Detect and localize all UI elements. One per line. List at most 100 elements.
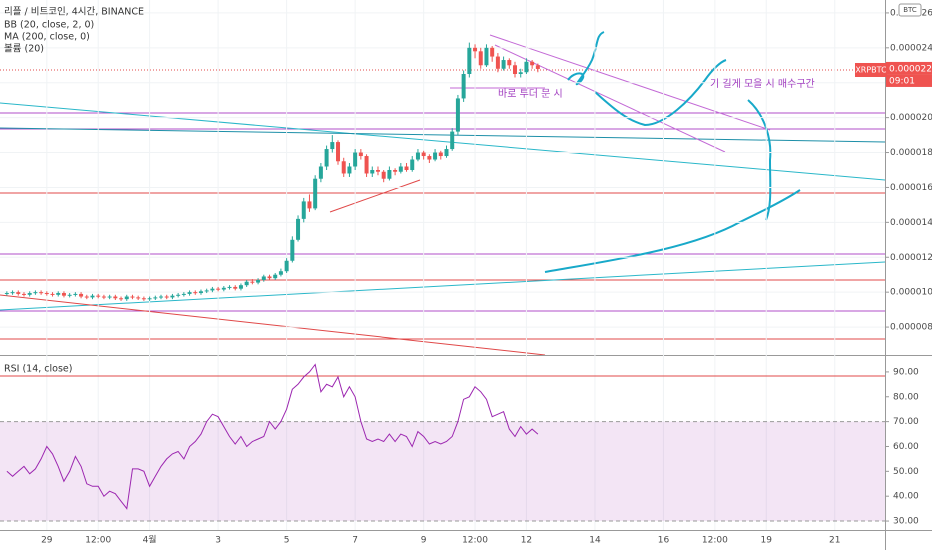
y-tick-label: 0.00001200 <box>890 253 932 263</box>
candle-body <box>313 178 318 209</box>
candle-body <box>433 152 438 160</box>
candle-body <box>501 60 506 69</box>
candle-body <box>336 142 341 162</box>
drawings <box>0 31 886 356</box>
candle-body <box>170 295 175 298</box>
candle-body <box>44 293 49 295</box>
candle-body <box>50 293 55 295</box>
candle-body <box>421 152 426 157</box>
last-price-label: 0.00002279 <box>889 64 932 74</box>
candle-body <box>301 201 306 219</box>
x-tick-label: 4월 <box>143 534 157 546</box>
candle-body <box>324 149 329 167</box>
symbol-badge <box>855 63 887 77</box>
indicator-label: MA (200, close, 0) <box>4 32 90 43</box>
y-tick-label: 70.00 <box>893 417 919 427</box>
candle-body <box>21 293 26 295</box>
freehand <box>544 189 801 273</box>
candle-body <box>438 152 443 157</box>
candle-body <box>398 166 403 172</box>
candle-body <box>90 295 95 298</box>
x-tick-label: 12:00 <box>462 536 488 546</box>
freehand <box>567 31 605 86</box>
candle-body <box>261 276 266 280</box>
candle-body <box>484 47 489 66</box>
candle-body <box>124 296 129 300</box>
freehand <box>594 59 727 127</box>
x-tick-label: 3 <box>215 536 221 546</box>
candle-body <box>387 169 392 179</box>
trend-line <box>329 179 421 213</box>
x-tick-label: 12 <box>521 536 532 546</box>
candle-body <box>16 292 21 294</box>
y-tick-label: 60.00 <box>893 442 919 452</box>
last-price-badge <box>886 61 932 75</box>
candle-body <box>478 51 483 66</box>
candle-body <box>393 169 398 172</box>
x-tick-label: 14 <box>589 536 601 546</box>
x-tick-label: 9 <box>421 536 427 546</box>
candle-body <box>381 171 386 179</box>
y-tick-label: 0.00002400 <box>890 43 932 53</box>
candle-body <box>370 169 375 174</box>
y-tick-label: 50.00 <box>893 467 919 477</box>
countdown-badge <box>886 74 932 87</box>
trend-line <box>0 127 886 143</box>
candle-body <box>375 169 380 172</box>
candle-body <box>524 61 529 73</box>
y-tick-label: 90.00 <box>893 367 919 377</box>
candle-body <box>404 166 409 170</box>
candle-body <box>238 285 243 289</box>
candle-body <box>461 74 466 99</box>
countdown-label: 09:01 <box>889 76 915 86</box>
rsi-line <box>6 363 539 510</box>
candle-body <box>39 292 44 294</box>
candle-body <box>364 156 369 174</box>
rsi-band <box>0 421 885 522</box>
candle-body <box>507 60 512 66</box>
candle-body <box>130 296 135 298</box>
candle-body <box>67 294 72 296</box>
x-tick-label: 12:00 <box>702 536 728 546</box>
candle-body <box>307 201 312 209</box>
candle-body <box>33 292 38 294</box>
candle-body <box>267 276 272 279</box>
candle-body <box>61 293 66 296</box>
marks <box>0 0 885 530</box>
indicator-label: BB (20, close, 2, 0) <box>4 20 94 31</box>
candle-body <box>113 296 118 299</box>
candle-body <box>227 286 232 288</box>
candle-body <box>450 131 455 150</box>
candle-body <box>256 279 261 283</box>
y-tick-label: 30.00 <box>893 517 919 527</box>
y-tick-label: 0.00001400 <box>890 218 932 228</box>
rsi-title: RSI (14, close) <box>4 364 72 375</box>
y-tick-label: 0.00000800 <box>890 323 932 333</box>
y-tick-label: 0.00001000 <box>890 288 932 298</box>
x-tick-label: 5 <box>284 536 290 546</box>
symbol-title: 리플 / 비트코인, 4시간, BINANCE <box>4 7 144 18</box>
candle-body <box>56 293 61 295</box>
candle-body <box>164 296 169 298</box>
y-tick-label: 0.00001800 <box>890 148 932 158</box>
candle-body <box>233 286 238 289</box>
candle-body <box>347 166 352 174</box>
annotation: 바로 투더 문 시 <box>498 88 563 100</box>
x-tick-label: 12:00 <box>85 536 111 546</box>
candle-body <box>153 297 158 299</box>
candle-body <box>467 47 472 75</box>
candle-body <box>119 298 124 300</box>
candle-body <box>84 296 89 298</box>
candle-body <box>141 298 146 300</box>
candle-body <box>410 159 415 170</box>
candle-body <box>210 288 215 291</box>
candle-body <box>187 292 192 294</box>
candle-body <box>176 294 181 296</box>
candle-body <box>4 293 9 295</box>
candle-body <box>358 152 363 157</box>
candle-body <box>159 296 164 298</box>
x-tick-label: 7 <box>352 536 358 546</box>
candle-body <box>284 260 289 272</box>
